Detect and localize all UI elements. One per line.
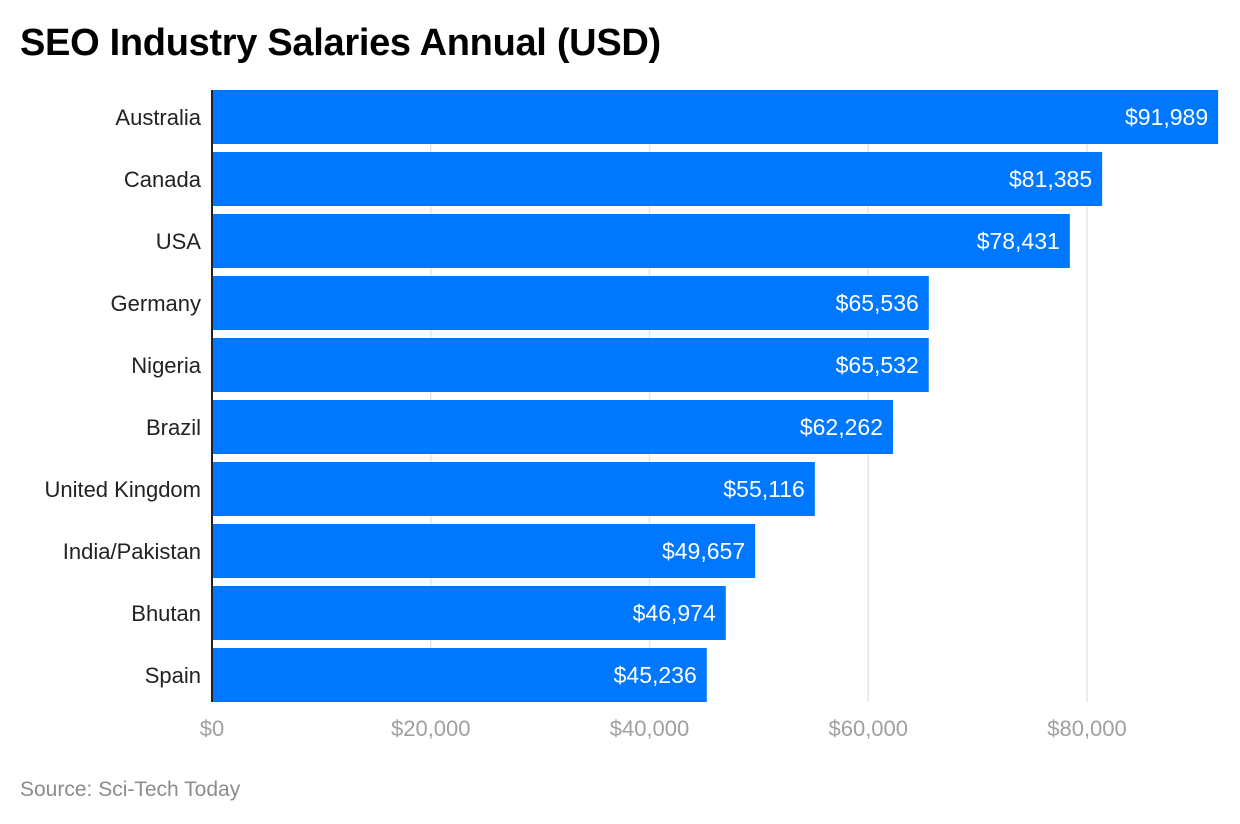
bar-canada (212, 152, 1103, 206)
value-label: $78,431 (977, 228, 1060, 254)
category-label: Germany (111, 291, 201, 316)
bar-australia (212, 90, 1219, 144)
category-label: Spain (145, 663, 201, 688)
category-label: Brazil (146, 415, 201, 440)
category-label: Australia (115, 105, 201, 130)
bar-usa (212, 214, 1070, 268)
value-label: $49,657 (662, 538, 745, 564)
category-label: Nigeria (131, 353, 201, 378)
value-label: $81,385 (1009, 166, 1092, 192)
x-tick-label: $20,000 (391, 716, 471, 741)
bar-germany (212, 276, 929, 330)
value-label: $65,532 (836, 352, 919, 378)
x-tick-label: $80,000 (1047, 716, 1127, 741)
category-label: USA (156, 229, 202, 254)
bar-united-kingdom (212, 462, 815, 516)
value-label: $65,536 (836, 290, 919, 316)
bar-brazil (212, 400, 893, 454)
chart-title: SEO Industry Salaries Annual (USD) (20, 22, 661, 64)
category-label: India/Pakistan (63, 539, 201, 564)
x-tick-label: $60,000 (828, 716, 908, 741)
bar-spain (212, 648, 707, 702)
category-label: Bhutan (131, 601, 201, 626)
source-note: Source: Sci-Tech Today (20, 778, 241, 801)
bar-nigeria (212, 338, 929, 392)
value-label: $55,116 (723, 476, 804, 502)
value-label: $45,236 (614, 662, 697, 688)
bar-bhutan (212, 586, 726, 640)
value-label: $91,989 (1125, 104, 1208, 130)
x-tick-label: $0 (200, 716, 224, 741)
value-label: $62,262 (800, 414, 883, 440)
x-tick-label: $40,000 (610, 716, 690, 741)
category-label: Canada (124, 167, 202, 192)
category-label: United Kingdom (44, 477, 201, 502)
bar-india-pakistan (212, 524, 756, 578)
value-label: $46,974 (633, 600, 716, 626)
